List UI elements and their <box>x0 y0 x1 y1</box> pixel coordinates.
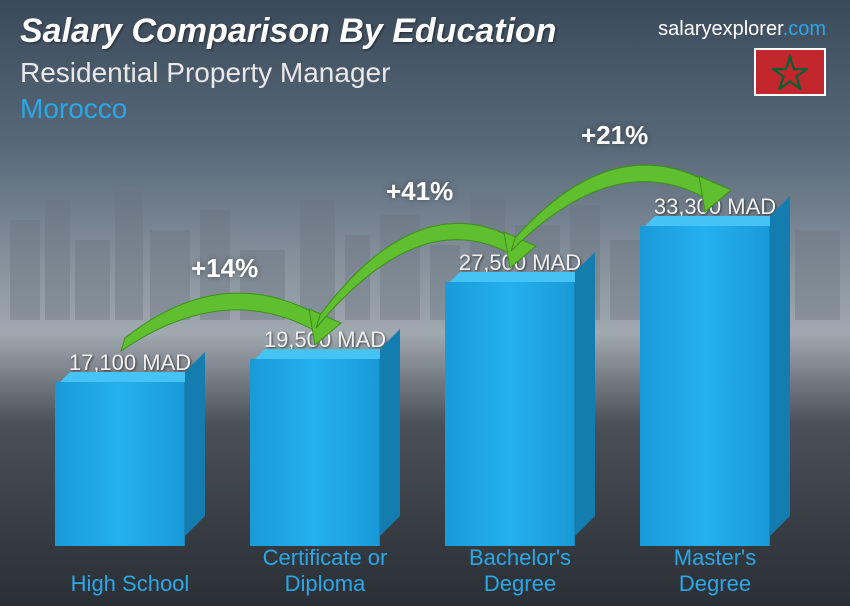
bar <box>445 282 595 546</box>
bar-slot: 33,300 MAD <box>625 194 805 546</box>
flag-icon <box>754 48 826 96</box>
bar-label: Bachelor'sDegree <box>420 545 620 596</box>
percent-increase: +41% <box>386 176 453 207</box>
bar-slot: 17,100 MAD <box>40 350 220 546</box>
brand-label: salaryexplorer.com <box>658 18 826 41</box>
bar <box>250 359 400 546</box>
bar-chart: 17,100 MAD High School19,500 MADCertifica… <box>20 136 810 596</box>
bar <box>640 226 790 546</box>
percent-increase: +14% <box>191 253 258 284</box>
brand-tld: .com <box>783 18 826 40</box>
bar-label: Certificate orDiploma <box>225 545 425 596</box>
chart-country: Morocco <box>20 93 830 125</box>
bar-slot: 19,500 MAD <box>235 327 415 546</box>
bar-label: High School <box>30 571 230 596</box>
chart-subtitle: Residential Property Manager <box>20 57 830 89</box>
bar <box>55 382 205 546</box>
brand-name: salaryexplorer <box>658 18 783 40</box>
bar-label: Master'sDegree <box>615 545 815 596</box>
bar-slot: 27,500 MAD <box>430 250 610 546</box>
